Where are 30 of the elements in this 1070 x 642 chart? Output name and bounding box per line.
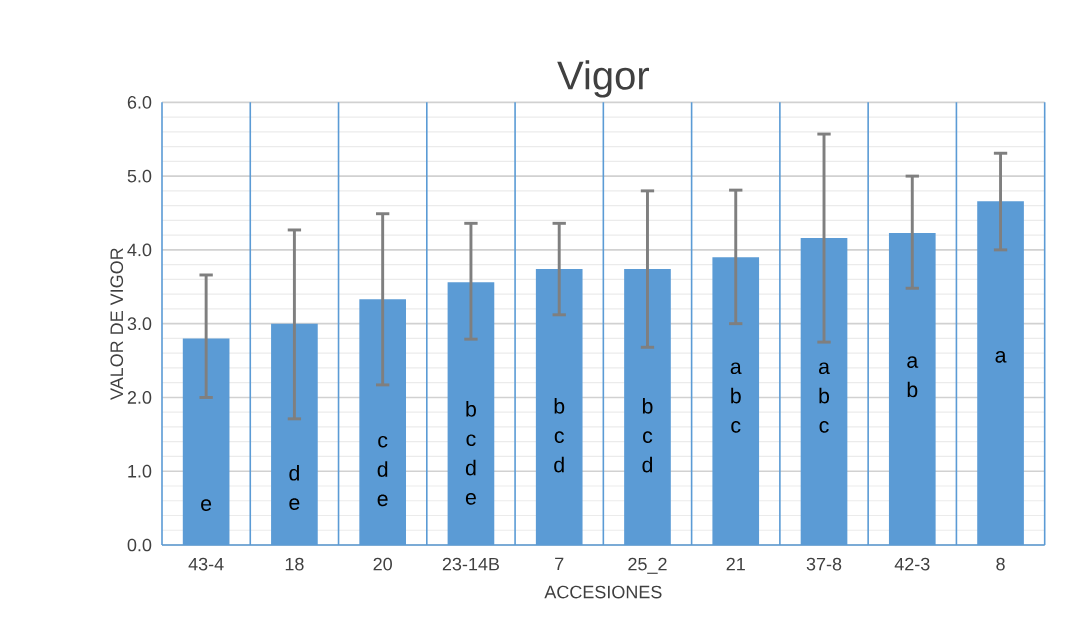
annotation: c d e: [377, 435, 388, 507]
chart-title: Vigor: [557, 60, 649, 98]
annotation: d e: [289, 464, 300, 510]
y-tick-label: 3.0: [127, 317, 152, 331]
annotation: b c d e: [465, 401, 476, 505]
x-tick-label: 43-4: [188, 557, 224, 571]
x-axis-title: ACCESIONES: [544, 585, 662, 599]
y-tick-label: 2.0: [127, 391, 152, 404]
y-tick-label: 0.0: [127, 538, 152, 552]
x-tick-label: 21: [726, 557, 745, 571]
annotation: e: [201, 499, 212, 512]
x-tick-label: 42-3: [894, 557, 930, 571]
annotation: b c d: [642, 398, 653, 473]
y-tick-label: 6.0: [127, 95, 152, 109]
y-tick-label: 1.0: [128, 464, 152, 478]
annotation: a b c: [818, 362, 830, 433]
annotation: a: [995, 351, 1007, 363]
x-tick-label: 8: [996, 557, 1005, 571]
annotation: b c d: [554, 398, 565, 473]
x-tick-label: 25_2: [628, 557, 667, 574]
annotation: a b: [907, 356, 919, 398]
x-tick-label: 37-8: [806, 557, 842, 571]
annotation: a b c: [730, 362, 742, 433]
x-tick-label: 23-14B: [442, 557, 500, 571]
x-tick-label: 20: [373, 557, 392, 571]
y-tick-label: 4.0: [127, 243, 152, 257]
y-tick-label: 5.0: [127, 169, 152, 183]
x-tick-label: 7: [555, 557, 564, 571]
y-axis-title: VALOR DE VIGOR: [110, 248, 124, 400]
x-tick-label: 18: [285, 557, 304, 571]
